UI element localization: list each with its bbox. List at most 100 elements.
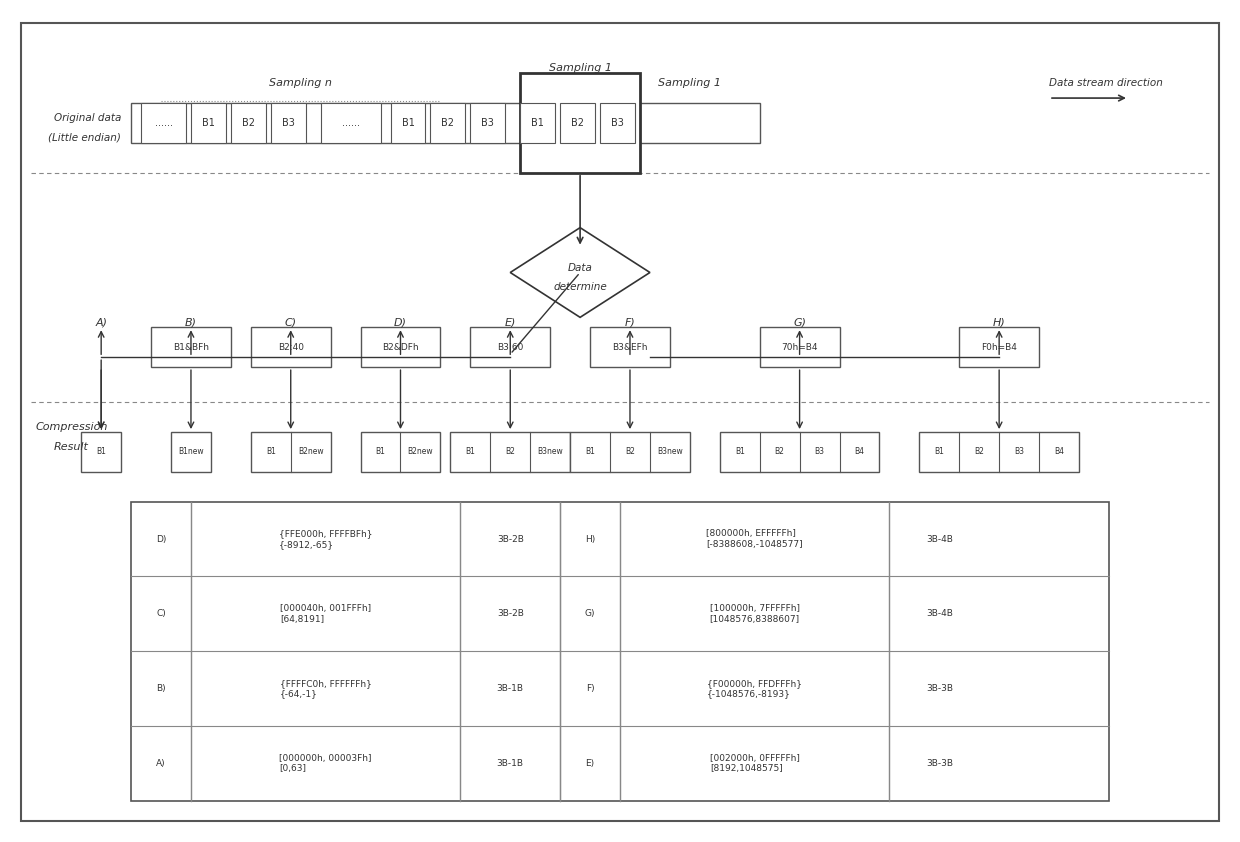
Text: B2&DFh: B2&DFh <box>382 343 419 352</box>
Text: G): G) <box>585 610 595 618</box>
Text: [002000h, 0FFFFFh]
[8192,1048575]: [002000h, 0FFFFFh] [8192,1048575] <box>709 754 800 773</box>
Text: B3: B3 <box>611 118 624 128</box>
Text: B2: B2 <box>775 447 785 456</box>
Text: B2:40: B2:40 <box>278 343 304 352</box>
FancyBboxPatch shape <box>960 328 1039 367</box>
Text: B1: B1 <box>531 118 544 128</box>
FancyBboxPatch shape <box>131 502 1109 801</box>
Text: {F00000h, FFDFFFh}
{-1048576,-8193}: {F00000h, FFDFFFh} {-1048576,-8193} <box>707 679 802 698</box>
Text: [800000h, EFFFFFh]
[-8388608,-1048577]: [800000h, EFFFFFh] [-8388608,-1048577] <box>707 530 804 549</box>
Text: ......: ...... <box>155 118 172 128</box>
FancyBboxPatch shape <box>270 103 306 143</box>
FancyBboxPatch shape <box>560 103 595 143</box>
Text: B1: B1 <box>97 447 107 456</box>
Text: B2: B2 <box>242 118 255 128</box>
FancyBboxPatch shape <box>231 103 265 143</box>
Text: B3: B3 <box>815 447 825 456</box>
Text: 3B-1B: 3B-1B <box>497 759 523 768</box>
FancyBboxPatch shape <box>919 432 1079 472</box>
FancyBboxPatch shape <box>450 432 570 472</box>
FancyBboxPatch shape <box>191 103 226 143</box>
FancyBboxPatch shape <box>321 103 381 143</box>
Text: B2: B2 <box>572 118 584 128</box>
FancyBboxPatch shape <box>151 328 231 367</box>
Text: Data stream direction: Data stream direction <box>1049 78 1163 88</box>
Text: B4: B4 <box>854 447 864 456</box>
FancyBboxPatch shape <box>521 103 556 143</box>
Text: B): B) <box>185 317 197 328</box>
Text: [000040h, 001FFFh]
[64,8191]: [000040h, 001FFFh] [64,8191] <box>280 605 371 624</box>
Text: B2: B2 <box>572 118 584 128</box>
Text: 3B-2B: 3B-2B <box>497 535 523 544</box>
FancyBboxPatch shape <box>470 328 551 367</box>
Text: 3B-1B: 3B-1B <box>497 684 523 693</box>
Text: F0h=B4: F0h=B4 <box>981 343 1017 352</box>
Text: B2: B2 <box>441 118 454 128</box>
FancyBboxPatch shape <box>171 432 211 472</box>
Text: A): A) <box>95 317 107 328</box>
Text: B1: B1 <box>531 118 544 128</box>
Text: B1: B1 <box>265 447 275 456</box>
Text: F): F) <box>625 317 635 328</box>
Polygon shape <box>510 227 650 317</box>
Text: B3: B3 <box>281 118 295 128</box>
Text: Data: Data <box>568 263 593 273</box>
Text: C): C) <box>156 610 166 618</box>
Text: B4: B4 <box>1054 447 1064 456</box>
Text: ......: ...... <box>341 118 360 128</box>
FancyBboxPatch shape <box>521 73 640 173</box>
FancyBboxPatch shape <box>391 103 425 143</box>
Text: B1: B1 <box>402 118 414 128</box>
Text: (Little endian): (Little endian) <box>48 133 122 143</box>
FancyBboxPatch shape <box>141 103 186 143</box>
Text: B1: B1 <box>376 447 386 456</box>
Text: B2new: B2new <box>408 447 433 456</box>
Text: Sampling n: Sampling n <box>269 78 332 88</box>
Text: Sampling 2: Sampling 2 <box>538 78 601 88</box>
Text: B1&BFh: B1&BFh <box>172 343 210 352</box>
Text: Sampling 1: Sampling 1 <box>548 63 611 73</box>
Text: G): G) <box>794 317 806 328</box>
Text: E): E) <box>585 759 595 768</box>
Text: Sampling 1: Sampling 1 <box>658 78 722 88</box>
Text: B3new: B3new <box>537 447 563 456</box>
FancyBboxPatch shape <box>521 103 556 143</box>
Text: B3: B3 <box>1014 447 1024 456</box>
FancyBboxPatch shape <box>470 103 505 143</box>
Text: B2: B2 <box>625 447 635 456</box>
Text: B3: B3 <box>611 118 624 128</box>
Text: B1: B1 <box>735 447 745 456</box>
Text: [100000h, 7FFFFFh]
[1048576,8388607]: [100000h, 7FFFFFh] [1048576,8388607] <box>709 605 800 624</box>
Text: B3new: B3new <box>657 447 683 456</box>
Text: B3: B3 <box>481 118 495 128</box>
FancyBboxPatch shape <box>600 103 635 143</box>
Text: determine: determine <box>553 282 606 292</box>
Text: B3|60: B3|60 <box>497 343 523 352</box>
Text: E): E) <box>505 317 516 328</box>
Text: 3B-3B: 3B-3B <box>926 759 952 768</box>
Text: D): D) <box>156 535 166 544</box>
FancyBboxPatch shape <box>560 103 595 143</box>
Text: H): H) <box>993 317 1006 328</box>
Text: B1: B1 <box>585 447 595 456</box>
FancyBboxPatch shape <box>590 328 670 367</box>
Text: 3B-4B: 3B-4B <box>926 535 952 544</box>
Text: B1: B1 <box>202 118 215 128</box>
FancyBboxPatch shape <box>570 432 689 472</box>
Text: [000000h, 00003Fh]
[0,63]: [000000h, 00003Fh] [0,63] <box>279 754 372 773</box>
FancyBboxPatch shape <box>760 328 839 367</box>
Text: B3&EFh: B3&EFh <box>613 343 647 352</box>
Text: B2: B2 <box>506 447 515 456</box>
Text: B1: B1 <box>935 447 944 456</box>
FancyBboxPatch shape <box>250 432 331 472</box>
FancyBboxPatch shape <box>21 24 1219 821</box>
Text: A): A) <box>156 759 166 768</box>
FancyBboxPatch shape <box>719 432 879 472</box>
Text: 3B-4B: 3B-4B <box>926 610 952 618</box>
Text: H): H) <box>585 535 595 544</box>
Text: B1new: B1new <box>179 447 203 456</box>
Text: Result: Result <box>53 442 89 452</box>
FancyBboxPatch shape <box>131 103 760 143</box>
Text: B2new: B2new <box>298 447 324 456</box>
Text: F): F) <box>585 684 594 693</box>
